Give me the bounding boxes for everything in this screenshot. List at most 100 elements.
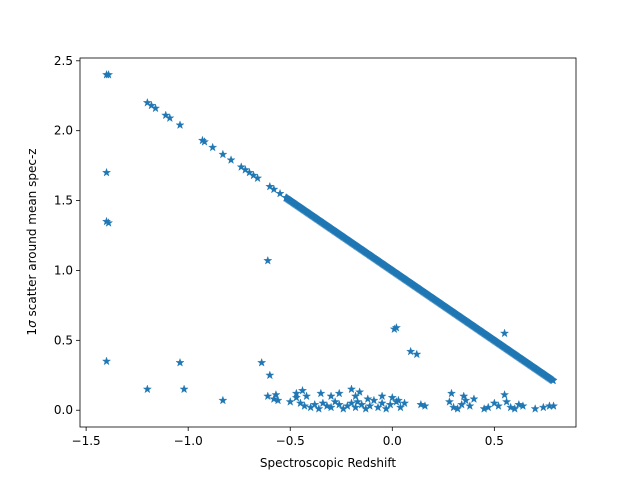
data-point <box>150 103 161 113</box>
data-point <box>530 404 540 413</box>
x-tick-label: −1.5 <box>72 434 101 448</box>
data-point <box>444 397 455 406</box>
data-point <box>389 324 399 334</box>
data-point <box>459 391 469 401</box>
plot-frame <box>79 57 577 428</box>
data-point <box>457 399 467 409</box>
data-point <box>518 401 528 410</box>
data-point <box>412 349 422 359</box>
data-point <box>377 398 387 408</box>
data-point <box>208 142 218 152</box>
x-tick-label: 0.5 <box>485 434 504 448</box>
data-point <box>285 397 295 406</box>
data-point <box>448 402 459 412</box>
data-point <box>199 137 210 146</box>
data-point <box>104 69 114 79</box>
data-point <box>377 391 387 401</box>
data-point <box>314 404 324 413</box>
y-axis-label-prefix: 1 <box>25 328 39 336</box>
data-point <box>263 391 273 401</box>
data-point <box>175 120 185 129</box>
data-point <box>385 399 395 409</box>
data-point <box>387 392 397 402</box>
data-point <box>310 399 320 409</box>
data-point <box>502 397 512 406</box>
y-tick-label: 0.5 <box>54 333 73 347</box>
data-point <box>483 402 493 412</box>
data-point <box>142 384 152 394</box>
data-point <box>395 402 406 412</box>
data-point <box>263 255 273 265</box>
data-point <box>316 388 326 398</box>
data-point <box>381 404 391 413</box>
y-tick-label: 1.5 <box>54 194 73 208</box>
data-point <box>461 395 471 405</box>
data-point <box>346 384 357 394</box>
data-point <box>218 149 228 159</box>
data-point <box>499 390 510 399</box>
x-tick-label: −0.5 <box>276 434 305 448</box>
data-point <box>446 388 457 398</box>
data-point <box>469 394 479 403</box>
data-point <box>393 395 403 405</box>
data-point <box>253 173 263 183</box>
data-point <box>218 395 228 405</box>
y-tick-label: 2.0 <box>54 124 73 138</box>
data-point <box>538 402 548 412</box>
data-point <box>269 184 279 194</box>
data-point <box>357 399 367 409</box>
data-point <box>273 395 283 405</box>
x-tick-label: 0.0 <box>383 434 402 448</box>
data-point <box>406 346 416 356</box>
y-tick-label: 0.0 <box>54 403 73 417</box>
data-point <box>399 398 410 408</box>
data-point <box>369 395 379 405</box>
y-axis-label: 1σ scatter around mean spec-z <box>25 148 39 335</box>
data-point <box>363 394 373 403</box>
data-point <box>548 375 558 385</box>
data-point <box>291 388 301 398</box>
data-point <box>350 391 361 401</box>
data-point <box>104 218 114 227</box>
data-point <box>326 402 336 412</box>
data-point <box>453 404 463 413</box>
y-axis-label-sigma: σ <box>25 320 39 328</box>
data-point <box>299 401 310 410</box>
data-point <box>101 356 112 366</box>
data-point <box>506 402 516 412</box>
data-point <box>499 328 510 338</box>
data-point <box>301 391 312 401</box>
y-axis-label-suffix: scatter around mean spec-z <box>25 148 39 320</box>
data-point <box>165 113 175 122</box>
x-axis-label: Spectroscopic Redshift <box>260 456 396 470</box>
data-point <box>355 387 365 396</box>
data-point <box>510 404 520 413</box>
data-point <box>548 401 559 410</box>
data-point <box>416 399 426 409</box>
data-point <box>326 391 336 401</box>
data-point <box>322 401 332 410</box>
data-point <box>271 390 281 399</box>
y-tick-label: 1.0 <box>54 263 73 277</box>
data-point <box>297 385 308 395</box>
y-axis-ticks: 0.0 0.5 1.0 1.5 2.0 2.5 <box>54 54 80 417</box>
data-point <box>291 392 301 402</box>
data-point <box>275 188 285 198</box>
data-point <box>514 399 524 409</box>
y-tick-label: 2.5 <box>54 54 73 68</box>
data-point <box>101 167 112 177</box>
data-point <box>175 357 185 367</box>
data-point <box>142 97 152 107</box>
data-point <box>226 155 236 164</box>
data-point <box>373 402 383 412</box>
data-point <box>493 401 504 410</box>
data-point <box>265 370 275 380</box>
data-point <box>334 388 344 398</box>
data-point <box>269 394 279 403</box>
x-axis-ticks: −1.5 −1.0 −0.5 0.0 0.5 <box>72 427 504 448</box>
data-point <box>161 110 171 120</box>
data-point <box>257 357 267 367</box>
data-point <box>350 402 361 412</box>
